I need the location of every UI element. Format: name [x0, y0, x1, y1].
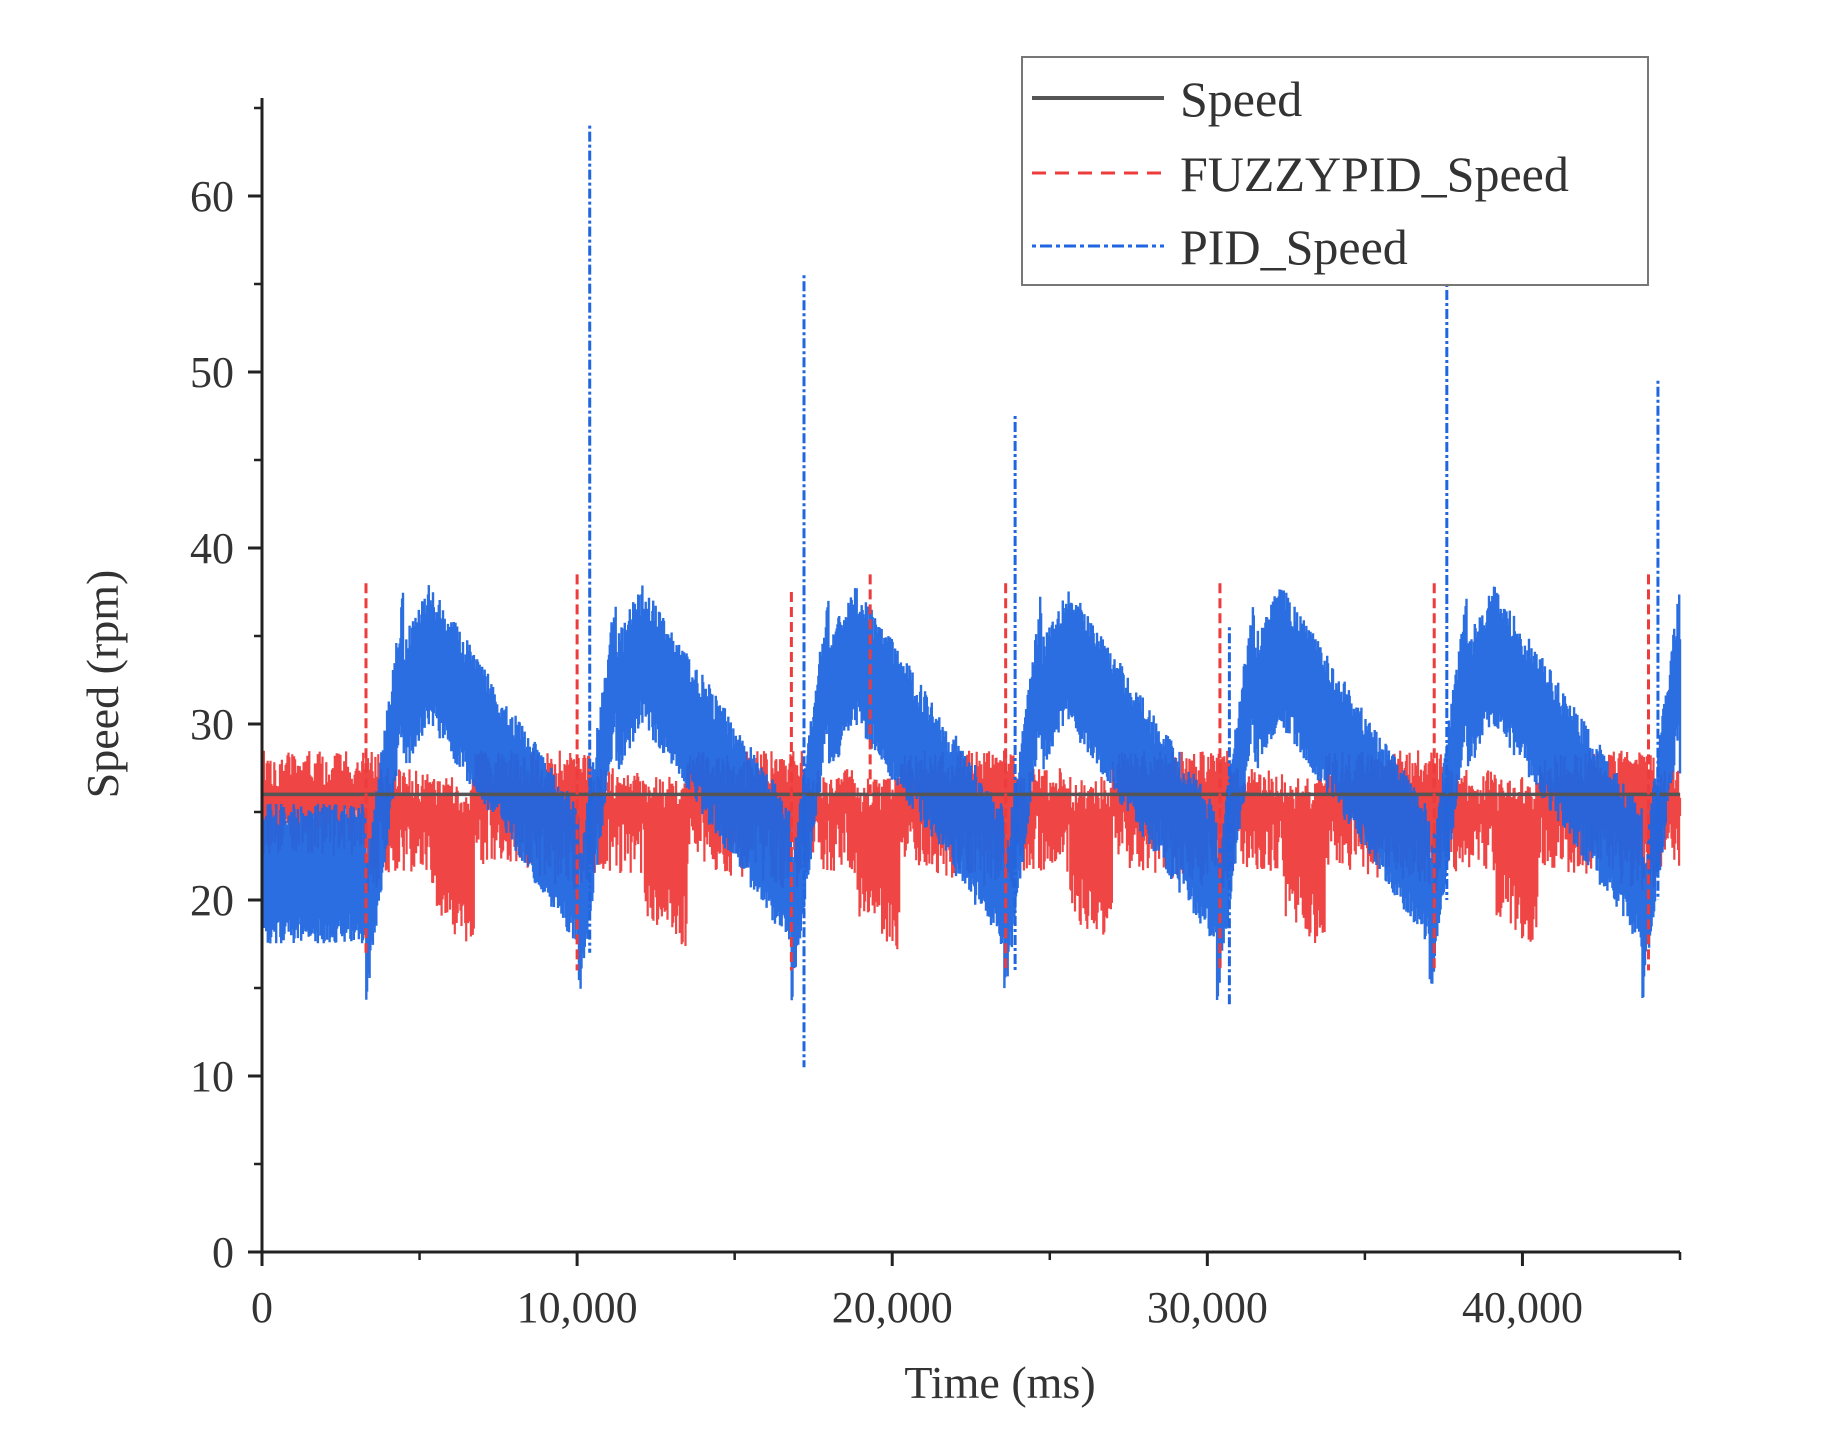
y-tick-label: 30	[190, 700, 234, 749]
y-tick-label: 20	[190, 876, 234, 925]
legend: Speed FUZZYPID_Speed PID_Speed	[1021, 56, 1649, 286]
y-axis-title: Speed (rpm)	[77, 570, 128, 799]
series-layer	[260, 125, 1682, 1068]
x-tick-label: 0	[251, 1283, 273, 1332]
y-tick-label: 40	[190, 524, 234, 573]
x-axis-title: Time (ms)	[904, 1357, 1095, 1408]
legend-label-pid: PID_Speed	[1180, 219, 1408, 275]
y-tick-label: 0	[212, 1228, 234, 1277]
axes: 0 10,000 20,000 30,000 40,000 0 10 20 30 40 50 60	[190, 98, 1682, 1332]
legend-label-fuzzypid: FUZZYPID_Speed	[1180, 146, 1569, 202]
x-tick-label: 40,000	[1462, 1283, 1583, 1332]
y-tick-label: 60	[190, 172, 234, 221]
x-tick-label: 10,000	[517, 1283, 638, 1332]
y-tick-label: 50	[190, 348, 234, 397]
legend-box	[1021, 56, 1649, 286]
legend-label-speed: Speed	[1180, 71, 1302, 127]
y-tick-label: 10	[190, 1052, 234, 1101]
x-tick-label: 30,000	[1147, 1283, 1268, 1332]
x-tick-label: 20,000	[832, 1283, 953, 1332]
